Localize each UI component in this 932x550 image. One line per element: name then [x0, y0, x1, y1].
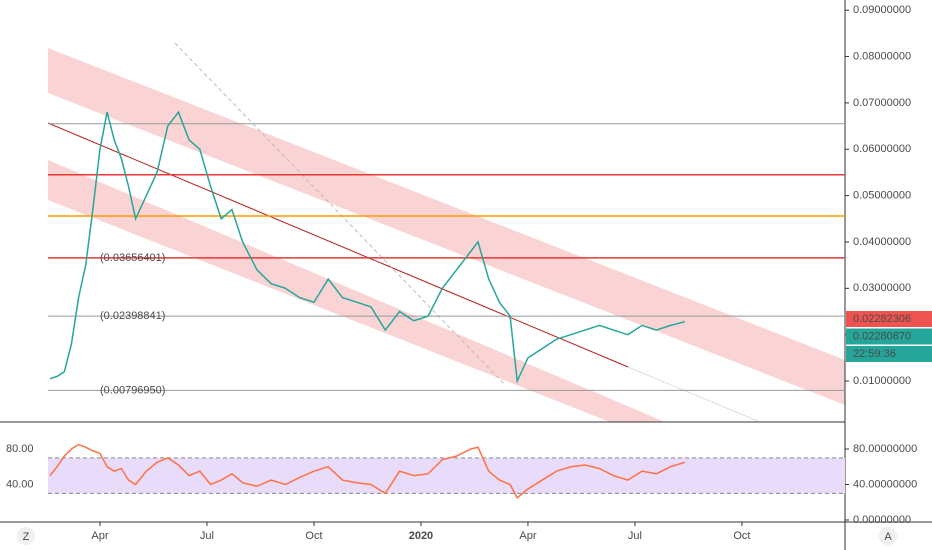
price-badge-label: 22:59:36 — [853, 348, 896, 360]
x-tick-label: 2020 — [409, 530, 433, 542]
price-badge-label: 0.02280870 — [853, 330, 911, 342]
rsi-tick-label: 80.00000000 — [853, 443, 917, 455]
price-line — [49, 110, 686, 384]
x-tick-label: Oct — [733, 530, 750, 542]
rsi-line — [49, 443, 686, 499]
channel-mid-ext — [627, 366, 761, 423]
y-tick-label: 0.03000000 — [853, 282, 911, 294]
x-tick-label: Apr — [91, 530, 108, 542]
channel-mid — [47, 122, 629, 368]
rsi-tick-label: 0.00000000 — [853, 514, 911, 526]
x-tick-label: Apr — [519, 530, 536, 542]
price-badge — [846, 311, 932, 327]
y-tick-label: 0.05000000 — [853, 190, 911, 202]
rsi-tick-label: 40.00000000 — [853, 478, 917, 490]
y-tick-label: 0.08000000 — [853, 50, 911, 62]
y-tick-label: 0.09000000 — [853, 4, 911, 16]
price-badge — [846, 328, 932, 345]
level-label: (0.00796950) — [100, 384, 165, 396]
rsi-left-label: 40.00 — [6, 478, 34, 490]
y-tick-label: 0.07000000 — [853, 97, 911, 109]
fib-trend — [174, 42, 506, 386]
x-tick-label: Oct — [305, 530, 322, 542]
level-label: (0.03656401) — [100, 252, 165, 264]
rsi-left-label: 80.00 — [6, 443, 34, 455]
level-label: (0.02398841) — [100, 310, 165, 322]
rsi-band — [48, 457, 845, 494]
price-badge-label: 0.02282306 — [853, 313, 911, 325]
corner-right[interactable]: A — [884, 531, 892, 543]
y-tick-label: 0.04000000 — [853, 236, 911, 248]
channel-lower — [48, 160, 665, 422]
x-tick-label: Jul — [200, 530, 214, 542]
x-tick-label: Jul — [628, 530, 642, 542]
auto-button[interactable] — [879, 527, 897, 545]
y-tick-label: 0.06000000 — [853, 143, 911, 155]
price-badge — [846, 346, 932, 362]
zoom-button[interactable] — [17, 527, 35, 545]
y-tick-label: 0.01000000 — [853, 375, 911, 387]
corner-left[interactable]: Z — [23, 531, 30, 543]
